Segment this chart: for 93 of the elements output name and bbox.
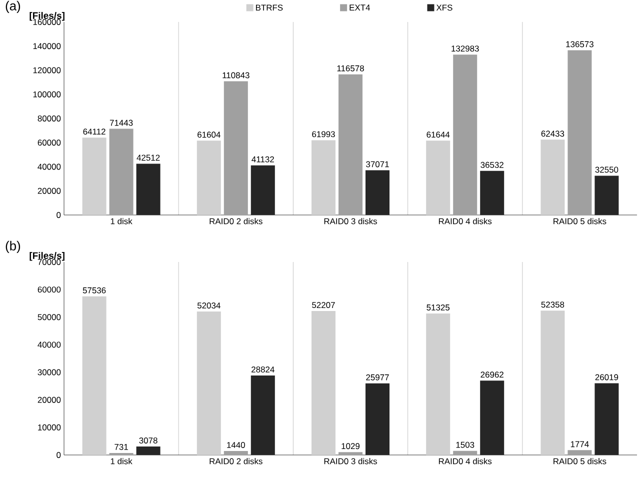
x-tick-label: RAID0 5 disks bbox=[554, 218, 606, 224]
y-tick-label: 100000 bbox=[33, 91, 61, 98]
data-label: 36532 bbox=[480, 162, 504, 168]
data-label: 25977 bbox=[366, 374, 389, 380]
bar bbox=[338, 452, 363, 455]
data-label: 26019 bbox=[595, 374, 618, 380]
data-label: 28824 bbox=[252, 366, 274, 372]
data-label: 110843 bbox=[222, 72, 250, 78]
y-tick-label: 140000 bbox=[33, 43, 61, 50]
x-tick-label: 1 disk bbox=[110, 218, 132, 224]
bar bbox=[540, 310, 565, 455]
x-tick-label: RAID0 3 disks bbox=[324, 218, 378, 224]
y-tick-label: 0 bbox=[56, 212, 61, 218]
data-label: 71443 bbox=[110, 120, 133, 126]
data-label: 32550 bbox=[595, 166, 618, 173]
bar bbox=[480, 380, 504, 455]
data-label: 1029 bbox=[342, 443, 360, 450]
y-axis-title: [Files/s] bbox=[30, 12, 64, 21]
bar bbox=[312, 311, 336, 455]
legend-label: XFS bbox=[436, 4, 452, 11]
data-label: 1440 bbox=[227, 442, 245, 448]
data-label: 37071 bbox=[366, 161, 389, 168]
bar bbox=[82, 296, 106, 455]
bar bbox=[594, 176, 619, 215]
data-label: 61993 bbox=[312, 131, 335, 138]
chart-title: (a) bbox=[6, 0, 20, 13]
data-label: 26962 bbox=[480, 372, 504, 378]
bar bbox=[250, 165, 275, 215]
y-tick-label: 0 bbox=[56, 452, 61, 458]
data-label: 57536 bbox=[82, 287, 106, 294]
y-tick-label: 40000 bbox=[38, 342, 61, 348]
data-label: 51325 bbox=[426, 304, 450, 310]
y-tick-label: 30000 bbox=[38, 369, 61, 376]
bar bbox=[426, 140, 450, 215]
y-tick-label: 10000 bbox=[38, 424, 61, 430]
bar bbox=[136, 446, 160, 455]
data-label: 52207 bbox=[312, 302, 335, 308]
legend-label: EXT4 bbox=[350, 4, 370, 10]
y-tick-label: 50000 bbox=[38, 314, 61, 320]
legend-label: BTRFS bbox=[256, 4, 283, 11]
bar bbox=[540, 140, 565, 215]
x-tick-label: RAID0 5 disks bbox=[554, 458, 606, 464]
x-tick-label: RAID0 3 disks bbox=[324, 458, 378, 464]
y-tick-label: 20000 bbox=[38, 188, 61, 194]
bar bbox=[136, 164, 160, 215]
data-label: 3078 bbox=[139, 437, 158, 444]
x-tick-label: RAID0 4 disks bbox=[438, 458, 492, 464]
data-label: 62433 bbox=[541, 130, 564, 137]
data-label: 116578 bbox=[337, 65, 364, 72]
y-tick-label: 60000 bbox=[38, 286, 61, 293]
bar bbox=[366, 170, 390, 215]
bar bbox=[453, 450, 478, 455]
bar bbox=[426, 313, 450, 455]
bar bbox=[568, 450, 592, 455]
data-label: 61604 bbox=[198, 132, 220, 138]
bar bbox=[480, 170, 504, 215]
y-tick-label: 70000 bbox=[38, 259, 61, 265]
bar bbox=[338, 74, 363, 215]
y-tick-label: 60000 bbox=[38, 140, 61, 146]
data-label: 61644 bbox=[426, 132, 450, 138]
data-label: 52034 bbox=[197, 302, 220, 308]
x-tick-label: RAID0 2 disks bbox=[210, 458, 262, 464]
x-tick-label: RAID0 2 disks bbox=[210, 218, 262, 224]
bar bbox=[82, 138, 106, 215]
y-tick-label: 160000 bbox=[33, 18, 61, 25]
chart-title: (b) bbox=[6, 240, 20, 253]
data-label: 1503 bbox=[456, 442, 474, 448]
data-label: 132983 bbox=[452, 46, 479, 52]
y-axis-title: [Files/s] bbox=[30, 252, 64, 261]
data-label: 136573 bbox=[566, 41, 594, 48]
bar bbox=[109, 128, 134, 215]
data-label: 64112 bbox=[83, 128, 106, 135]
data-label: 731 bbox=[114, 444, 128, 450]
y-tick-label: 20000 bbox=[38, 396, 61, 403]
y-tick-label: 120000 bbox=[33, 67, 61, 74]
y-tick-label: 80000 bbox=[38, 115, 61, 122]
bar bbox=[250, 376, 275, 455]
bar bbox=[453, 54, 478, 215]
data-label: 41132 bbox=[252, 156, 274, 162]
bar bbox=[196, 312, 221, 455]
bar bbox=[224, 81, 248, 215]
bar bbox=[366, 383, 390, 455]
y-tick-label: 40000 bbox=[38, 164, 61, 170]
data-label: 1774 bbox=[570, 441, 589, 448]
bar bbox=[594, 383, 619, 455]
x-tick-label: RAID0 4 disks bbox=[438, 218, 492, 224]
bar bbox=[196, 140, 221, 215]
x-tick-label: 1 disk bbox=[110, 458, 132, 464]
bar bbox=[224, 451, 248, 455]
data-label: 42512 bbox=[136, 154, 160, 161]
bar bbox=[312, 140, 336, 215]
data-label: 52358 bbox=[541, 302, 564, 308]
bar bbox=[568, 50, 592, 215]
